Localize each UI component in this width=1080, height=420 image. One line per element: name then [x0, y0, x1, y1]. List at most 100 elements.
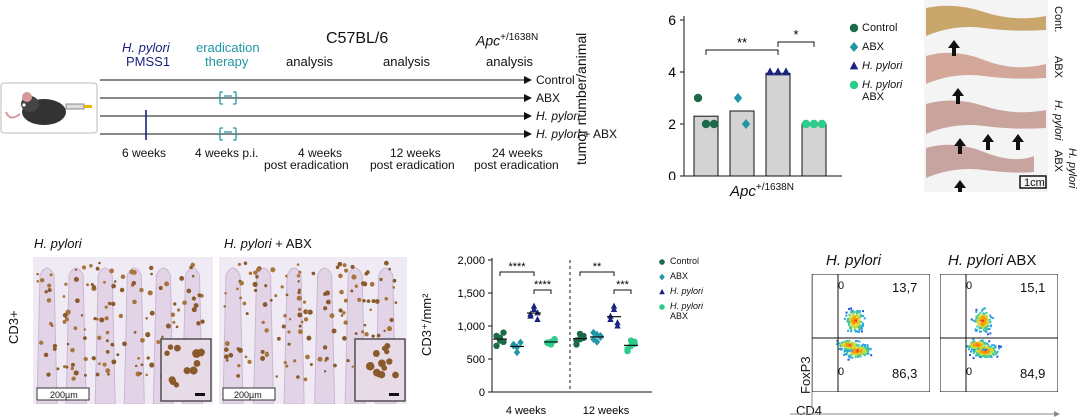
tick-label-5b: post eradication	[474, 158, 559, 172]
flow-left-event	[857, 319, 860, 322]
histo-right-cell	[224, 291, 227, 295]
flow-right-event	[981, 352, 984, 355]
flow-left-event	[851, 353, 854, 356]
histo-right-cell	[223, 305, 226, 308]
histo-left-cell	[39, 277, 45, 283]
flow-left-event	[854, 340, 857, 343]
flow-left-event	[862, 314, 865, 317]
tumor-sig-bracket-1	[705, 49, 779, 55]
flow-right-event	[982, 308, 985, 311]
flow-right-event	[986, 353, 989, 356]
flow-right-event	[970, 343, 973, 346]
flow-left-event	[851, 311, 854, 314]
histo-right-cell	[285, 293, 289, 297]
flow-left-event	[846, 351, 849, 354]
histo-left-cell	[182, 300, 187, 306]
tumor-y-tick-label: 2	[668, 116, 676, 132]
histo-right-inset-cell	[392, 371, 399, 379]
flow-right-event	[972, 340, 975, 343]
histo-left-cell	[158, 286, 163, 291]
histo-left-cell	[97, 335, 102, 341]
flow-right-event	[970, 348, 973, 351]
histo-right-cell	[392, 286, 396, 289]
tumor-point	[809, 119, 819, 129]
histo-right-cell	[394, 301, 398, 304]
histo-right-cell	[337, 261, 343, 267]
flow-right-event	[980, 314, 983, 317]
flow-left-event	[858, 354, 861, 357]
flow-right-event	[980, 353, 983, 356]
flow-right-event	[988, 347, 991, 350]
histo-right-cell	[374, 299, 380, 304]
tick-label-4: 12 weeks	[390, 146, 441, 160]
cd3-legend-abx: ABX	[670, 271, 689, 281]
flow-left-event	[860, 353, 863, 356]
tumor-point	[781, 67, 791, 76]
cd3-y-tick-label: 0	[479, 387, 485, 399]
histo-left-cell	[43, 352, 49, 358]
flow-right-event	[983, 330, 986, 333]
tumor-point	[773, 67, 783, 76]
flow-left-event	[854, 326, 857, 329]
histo-right-cell	[309, 363, 313, 366]
flow-left-event	[855, 312, 858, 315]
group-control: Control	[536, 73, 575, 87]
cd3-point	[614, 322, 621, 329]
cd3-y-tick-label: 1,000	[457, 321, 485, 333]
flow-left-event	[850, 346, 853, 349]
flow-right-event	[990, 347, 993, 350]
cd3-x-group-label: 12 weeks	[583, 405, 630, 417]
cd3-point	[534, 309, 541, 316]
flow-right-event	[996, 355, 999, 358]
histo-right-cell	[262, 302, 268, 307]
histo-left-cell	[137, 356, 141, 360]
flow-left-event	[853, 345, 856, 348]
flow-right-event	[986, 350, 989, 353]
histo-right-inset	[354, 338, 406, 402]
histo-left	[33, 257, 213, 404]
cd3-point	[500, 329, 507, 336]
histo-left-cell	[104, 316, 109, 321]
flow-left-event	[852, 324, 855, 327]
flow-right-event	[975, 349, 978, 352]
flow-left-event	[864, 350, 867, 353]
histo-right-cell	[296, 274, 301, 278]
flow-left-event	[848, 321, 851, 324]
flow-right-event	[979, 349, 982, 352]
flow-right-event	[982, 343, 985, 346]
flow-right-event	[984, 323, 987, 326]
group-abx: ABX	[536, 91, 561, 105]
flow-left-event	[860, 344, 863, 347]
photo-label-abx: ABX	[1052, 56, 1064, 79]
tumor-point	[693, 93, 703, 103]
histo-left-cell	[95, 372, 100, 377]
hp-label: H. pylori	[122, 40, 170, 55]
histo-left-cell	[104, 305, 108, 309]
histo-right-cell	[288, 317, 292, 321]
flow-right-event	[985, 330, 988, 333]
histo-left-cell	[70, 347, 75, 353]
flow-right-event	[978, 316, 981, 319]
cd3-point	[580, 334, 587, 342]
tumor-legend-marker	[849, 61, 859, 70]
histo-right-cell	[276, 336, 281, 341]
flow-left-event	[862, 353, 865, 356]
flow-right-event	[982, 312, 985, 315]
histo-left-cell	[122, 341, 127, 347]
flow-right-event	[977, 313, 980, 316]
mouse-icon	[0, 82, 98, 134]
flow-right-event	[989, 321, 992, 324]
cd3-y-tick-label: 1,500	[457, 288, 485, 300]
flow-right-event	[977, 349, 980, 352]
histo-left-cell	[111, 359, 117, 365]
flow-right-event	[998, 347, 1001, 350]
flow-right-event	[986, 342, 989, 345]
histo-left-cell	[47, 283, 52, 288]
flow-left-event	[863, 354, 866, 357]
flow-left-event	[842, 353, 845, 356]
flow-left-event	[846, 346, 849, 349]
histo-right-cell	[350, 264, 355, 270]
cd3-legend-marker	[659, 259, 665, 265]
cd3-sig-3	[579, 271, 615, 276]
histo-left-cell	[175, 325, 179, 329]
